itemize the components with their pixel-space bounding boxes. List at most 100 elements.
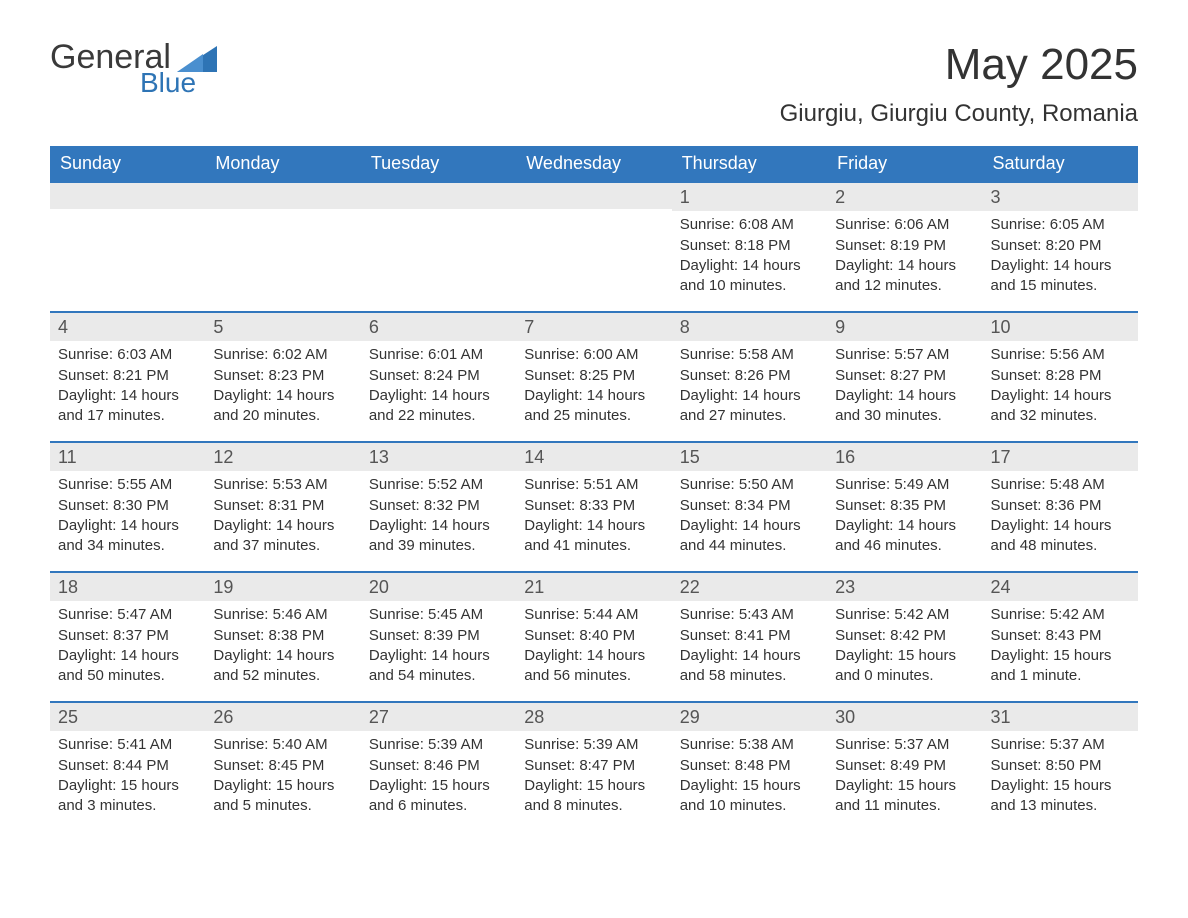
sunrise-value: 6:01 AM	[428, 346, 483, 363]
sunrise-line: Sunrise: 5:56 AM	[991, 345, 1130, 365]
location-label: Giurgiu, Giurgiu County, Romania	[780, 100, 1138, 128]
week-row: 1Sunrise: 6:08 AMSunset: 8:18 PMDaylight…	[50, 181, 1138, 311]
day-of-week-header: Saturday	[983, 146, 1138, 181]
sunset-label: Sunset:	[835, 497, 886, 514]
sunset-line: Sunset: 8:42 PM	[835, 626, 974, 646]
day-cell: 31Sunrise: 5:37 AMSunset: 8:50 PMDayligh…	[983, 703, 1138, 831]
day-of-week-header: Sunday	[50, 146, 205, 181]
sunset-line: Sunset: 8:33 PM	[524, 496, 663, 516]
daylight-line: Daylight: 15 hours and 10 minutes.	[680, 776, 819, 817]
daylight-line: Daylight: 14 hours and 48 minutes.	[991, 516, 1130, 557]
sunset-label: Sunset:	[213, 367, 264, 384]
daylight-label: Daylight:	[58, 387, 116, 404]
sunrise-value: 5:42 AM	[894, 606, 949, 623]
day-number: 28	[516, 703, 671, 731]
sunrise-line: Sunrise: 5:51 AM	[524, 475, 663, 495]
day-number	[205, 183, 360, 209]
daylight-line: Daylight: 15 hours and 0 minutes.	[835, 646, 974, 687]
day-cell: 24Sunrise: 5:42 AMSunset: 8:43 PMDayligh…	[983, 573, 1138, 701]
day-of-week-header: Friday	[827, 146, 982, 181]
daylight-label: Daylight:	[835, 517, 893, 534]
sunset-value: 8:50 PM	[1046, 757, 1102, 774]
sunset-value: 8:18 PM	[735, 237, 791, 254]
weeks-container: 1Sunrise: 6:08 AMSunset: 8:18 PMDaylight…	[50, 181, 1138, 831]
sunrise-label: Sunrise:	[991, 476, 1046, 493]
day-number: 30	[827, 703, 982, 731]
daylight-line: Daylight: 14 hours and 12 minutes.	[835, 256, 974, 297]
sunrise-label: Sunrise:	[991, 606, 1046, 623]
day-number	[361, 183, 516, 209]
sunrise-value: 6:00 AM	[583, 346, 638, 363]
sunrise-label: Sunrise:	[213, 476, 268, 493]
day-number: 16	[827, 443, 982, 471]
sunset-line: Sunset: 8:24 PM	[369, 366, 508, 386]
day-cell: 8Sunrise: 5:58 AMSunset: 8:26 PMDaylight…	[672, 313, 827, 441]
sunset-line: Sunset: 8:23 PM	[213, 366, 352, 386]
day-number: 13	[361, 443, 516, 471]
day-number: 26	[205, 703, 360, 731]
daylight-line: Daylight: 14 hours and 15 minutes.	[991, 256, 1130, 297]
day-cell: 19Sunrise: 5:46 AMSunset: 8:38 PMDayligh…	[205, 573, 360, 701]
day-cell: 15Sunrise: 5:50 AMSunset: 8:34 PMDayligh…	[672, 443, 827, 571]
sunrise-line: Sunrise: 5:44 AM	[524, 605, 663, 625]
daylight-label: Daylight:	[991, 777, 1049, 794]
sunrise-label: Sunrise:	[680, 476, 735, 493]
day-number: 22	[672, 573, 827, 601]
daylight-line: Daylight: 14 hours and 32 minutes.	[991, 386, 1130, 427]
daylight-label: Daylight:	[835, 647, 893, 664]
sunset-label: Sunset:	[369, 757, 420, 774]
sunrise-value: 5:37 AM	[1050, 736, 1105, 753]
daylight-label: Daylight:	[213, 387, 271, 404]
sunrise-line: Sunrise: 6:02 AM	[213, 345, 352, 365]
daylight-label: Daylight:	[680, 387, 738, 404]
daylight-label: Daylight:	[680, 257, 738, 274]
day-cell: 5Sunrise: 6:02 AMSunset: 8:23 PMDaylight…	[205, 313, 360, 441]
sunrise-value: 5:58 AM	[739, 346, 794, 363]
day-cell: 2Sunrise: 6:06 AMSunset: 8:19 PMDaylight…	[827, 183, 982, 311]
day-cell: 29Sunrise: 5:38 AMSunset: 8:48 PMDayligh…	[672, 703, 827, 831]
sunset-value: 8:49 PM	[890, 757, 946, 774]
sunrise-line: Sunrise: 5:41 AM	[58, 735, 197, 755]
sunset-label: Sunset:	[991, 367, 1042, 384]
sunset-line: Sunset: 8:39 PM	[369, 626, 508, 646]
sunset-value: 8:36 PM	[1046, 497, 1102, 514]
sunrise-value: 5:39 AM	[583, 736, 638, 753]
sunrise-label: Sunrise:	[991, 736, 1046, 753]
sunset-value: 8:24 PM	[424, 367, 480, 384]
daylight-line: Daylight: 15 hours and 8 minutes.	[524, 776, 663, 817]
day-number: 10	[983, 313, 1138, 341]
calendar-table: SundayMondayTuesdayWednesdayThursdayFrid…	[50, 146, 1138, 831]
sunset-line: Sunset: 8:34 PM	[680, 496, 819, 516]
daylight-label: Daylight:	[991, 387, 1049, 404]
sunrise-label: Sunrise:	[680, 346, 735, 363]
day-number: 6	[361, 313, 516, 341]
sunrise-label: Sunrise:	[58, 606, 113, 623]
sunrise-label: Sunrise:	[213, 606, 268, 623]
sunrise-label: Sunrise:	[369, 736, 424, 753]
sunrise-label: Sunrise:	[680, 736, 735, 753]
daylight-label: Daylight:	[680, 517, 738, 534]
daylight-label: Daylight:	[524, 777, 582, 794]
day-cell: 11Sunrise: 5:55 AMSunset: 8:30 PMDayligh…	[50, 443, 205, 571]
sunset-value: 8:40 PM	[579, 627, 635, 644]
day-cell	[516, 183, 671, 311]
sunrise-label: Sunrise:	[213, 736, 268, 753]
sunset-label: Sunset:	[835, 757, 886, 774]
day-cell: 28Sunrise: 5:39 AMSunset: 8:47 PMDayligh…	[516, 703, 671, 831]
day-number: 20	[361, 573, 516, 601]
sunrise-label: Sunrise:	[835, 606, 890, 623]
sunrise-label: Sunrise:	[369, 476, 424, 493]
sunrise-line: Sunrise: 6:06 AM	[835, 215, 974, 235]
sunrise-value: 5:42 AM	[1050, 606, 1105, 623]
daylight-line: Daylight: 15 hours and 11 minutes.	[835, 776, 974, 817]
sunrise-line: Sunrise: 5:43 AM	[680, 605, 819, 625]
daylight-line: Daylight: 14 hours and 10 minutes.	[680, 256, 819, 297]
sunset-label: Sunset:	[58, 367, 109, 384]
day-cell	[50, 183, 205, 311]
sunrise-line: Sunrise: 5:46 AM	[213, 605, 352, 625]
sunset-label: Sunset:	[369, 627, 420, 644]
sunset-line: Sunset: 8:37 PM	[58, 626, 197, 646]
day-number: 27	[361, 703, 516, 731]
daylight-label: Daylight:	[524, 647, 582, 664]
day-cell: 1Sunrise: 6:08 AMSunset: 8:18 PMDaylight…	[672, 183, 827, 311]
